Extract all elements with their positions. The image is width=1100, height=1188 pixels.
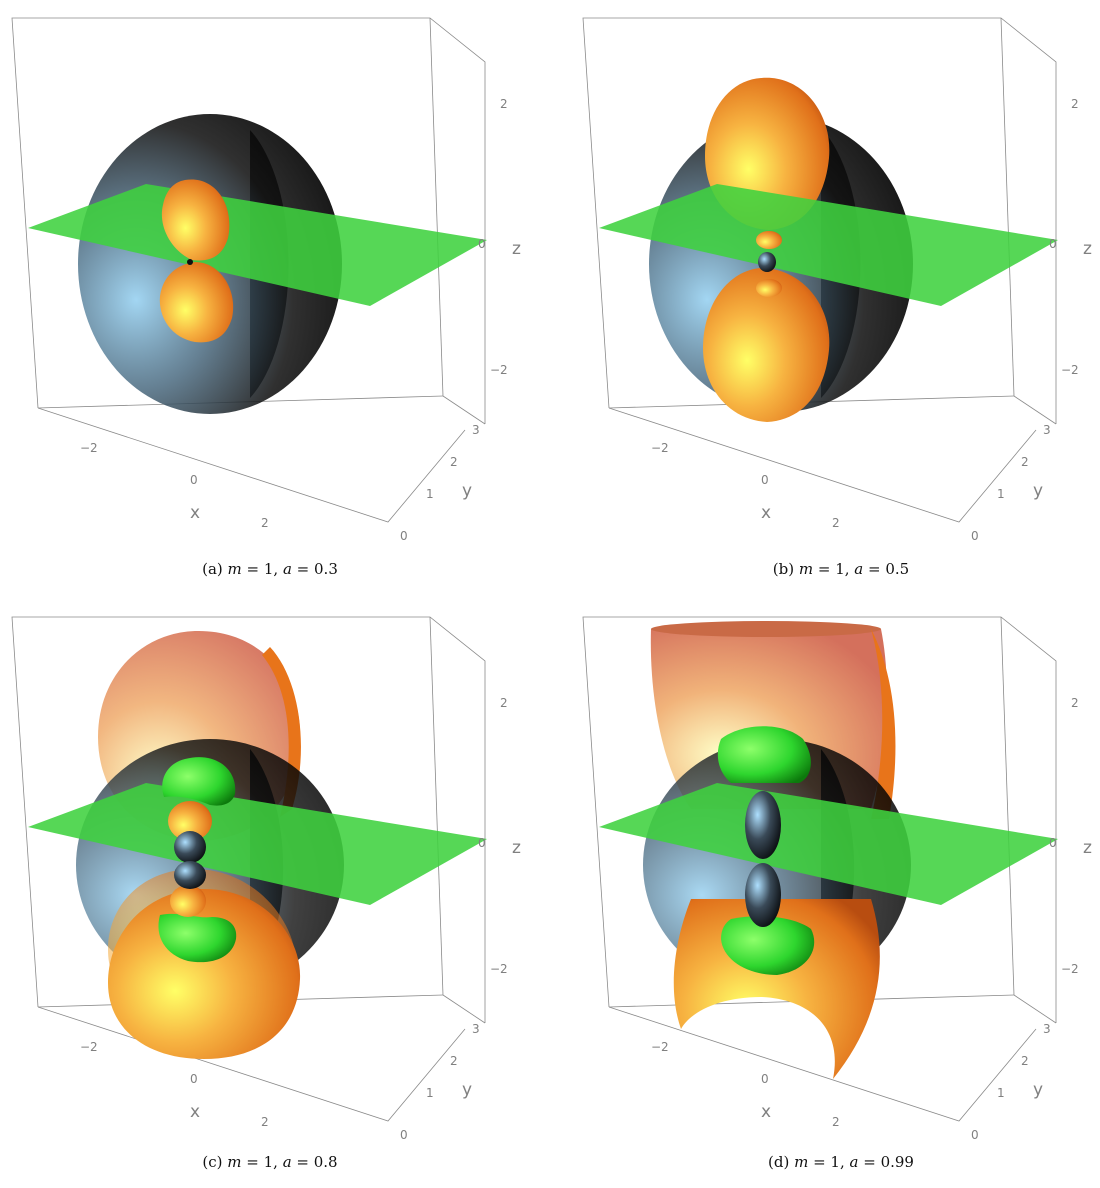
caption-d: (d) m = 1, a = 0.99 — [768, 1153, 914, 1171]
horizon-upper — [174, 831, 206, 863]
z-tick-neg2: −2 — [490, 962, 508, 976]
inner-upper-lobe — [756, 231, 782, 249]
y-tick-1: 1 — [997, 1086, 1005, 1100]
equatorial-plane — [28, 184, 487, 306]
y-tick-3: 3 — [1043, 423, 1051, 437]
upper-lobe-cap — [651, 621, 881, 637]
y-axis-label: y — [1033, 1080, 1043, 1100]
z-tick-2: 2 — [1071, 696, 1079, 710]
horizon-lower — [745, 863, 781, 927]
inner-lower-lobe — [170, 885, 206, 917]
y-tick-2: 2 — [450, 1054, 458, 1068]
upper-lobe — [161, 179, 230, 261]
upper-green-lobe — [162, 757, 236, 806]
y-tick-3: 3 — [472, 423, 480, 437]
y-tick-0: 0 — [400, 1128, 408, 1142]
equatorial-plane — [599, 184, 1058, 306]
z-axis-label: z — [1083, 239, 1092, 259]
x-tick-0: 0 — [190, 473, 198, 487]
lower-lobe — [703, 268, 830, 422]
panel-a: 2 0 −2 −2 0 2 0 1 2 3 x y z (a) m = 1, a… — [0, 0, 550, 589]
panel-c: 2 0 −2 −2 0 2 0 1 2 3 x y z (c) m = 1, a… — [0, 599, 550, 1188]
y-tick-0: 0 — [971, 529, 979, 543]
y-tick-2: 2 — [1021, 1054, 1029, 1068]
caption-a: (a) m = 1, a = 0.3 — [202, 560, 338, 578]
x-tick-0: 0 — [761, 473, 769, 487]
plot-box — [582, 17, 1057, 523]
plot-c: 2 0 −2 −2 0 2 0 1 2 3 x y z — [11, 616, 521, 1142]
x-tick-neg2: −2 — [651, 441, 669, 455]
plot-a: 2 0 −2 −2 0 2 0 1 2 3 x y z — [11, 17, 521, 543]
lower-green-lobe — [721, 916, 815, 975]
x-axis-label: x — [190, 503, 200, 523]
inner-upper-lobe — [168, 801, 212, 841]
z-axis-label: z — [1083, 838, 1092, 858]
y-tick-1: 1 — [426, 487, 434, 501]
z-tick-2: 2 — [500, 97, 508, 111]
plot-b: 2 0 −2 −2 0 2 0 1 2 3 x y z — [582, 17, 1092, 543]
y-tick-0: 0 — [400, 529, 408, 543]
plot-d: 2 0 −2 −2 0 2 0 1 2 3 x y z — [582, 616, 1092, 1142]
x-tick-0: 0 — [761, 1072, 769, 1086]
x-tick-neg2: −2 — [80, 1040, 98, 1054]
y-tick-0: 0 — [971, 1128, 979, 1142]
upper-green-lobe — [717, 726, 811, 783]
z-tick-neg2: −2 — [490, 363, 508, 377]
x-tick-2: 2 — [261, 516, 269, 530]
x-tick-neg2: −2 — [80, 441, 98, 455]
z-axis-label: z — [512, 239, 521, 259]
x-axis-label: x — [761, 503, 771, 523]
y-tick-3: 3 — [1043, 1022, 1051, 1036]
upper-lobe-edge — [871, 629, 896, 819]
y-tick-1: 1 — [997, 487, 1005, 501]
z-tick-neg2: −2 — [1061, 363, 1079, 377]
z-tick-0: 0 — [1049, 836, 1057, 850]
equatorial-plane — [28, 783, 487, 905]
x-tick-neg2: −2 — [651, 1040, 669, 1054]
y-tick-1: 1 — [426, 1086, 434, 1100]
panel-d: 2 0 −2 −2 0 2 0 1 2 3 x y z (d) m = 1, a… — [571, 599, 1100, 1188]
y-axis-label: y — [462, 1080, 472, 1100]
x-tick-2: 2 — [832, 1115, 840, 1129]
central-horizon — [187, 259, 193, 265]
y-tick-3: 3 — [472, 1022, 480, 1036]
equatorial-plane — [599, 783, 1058, 905]
inner-lower-lobe — [756, 279, 782, 297]
z-tick-0: 0 — [1049, 237, 1057, 251]
x-axis-label: x — [190, 1102, 200, 1122]
lower-outer-lobe — [108, 888, 301, 1059]
horizon-lower — [174, 861, 206, 889]
x-axis-label: x — [761, 1102, 771, 1122]
z-tick-neg2: −2 — [1061, 962, 1079, 976]
panel-b: 2 0 −2 −2 0 2 0 1 2 3 x y z (b) m = 1, a… — [571, 0, 1100, 589]
caption-c: (c) m = 1, a = 0.8 — [202, 1153, 338, 1171]
y-axis-label: y — [1033, 481, 1043, 501]
y-axis-label: y — [462, 481, 472, 501]
z-axis-label: z — [512, 838, 521, 858]
z-tick-2: 2 — [500, 696, 508, 710]
caption-b: (b) m = 1, a = 0.5 — [772, 560, 910, 578]
lower-lobe — [159, 262, 234, 343]
x-tick-2: 2 — [832, 516, 840, 530]
horizon-upper — [745, 791, 781, 859]
lower-green-lobe — [158, 913, 237, 963]
y-tick-2: 2 — [450, 455, 458, 469]
x-tick-2: 2 — [261, 1115, 269, 1129]
central-horizon — [758, 252, 776, 272]
z-tick-0: 0 — [478, 836, 486, 850]
z-tick-2: 2 — [1071, 97, 1079, 111]
y-tick-2: 2 — [1021, 455, 1029, 469]
x-tick-0: 0 — [190, 1072, 198, 1086]
z-tick-0: 0 — [478, 237, 486, 251]
